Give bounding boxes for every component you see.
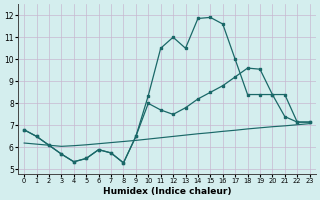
X-axis label: Humidex (Indice chaleur): Humidex (Indice chaleur) bbox=[103, 187, 231, 196]
